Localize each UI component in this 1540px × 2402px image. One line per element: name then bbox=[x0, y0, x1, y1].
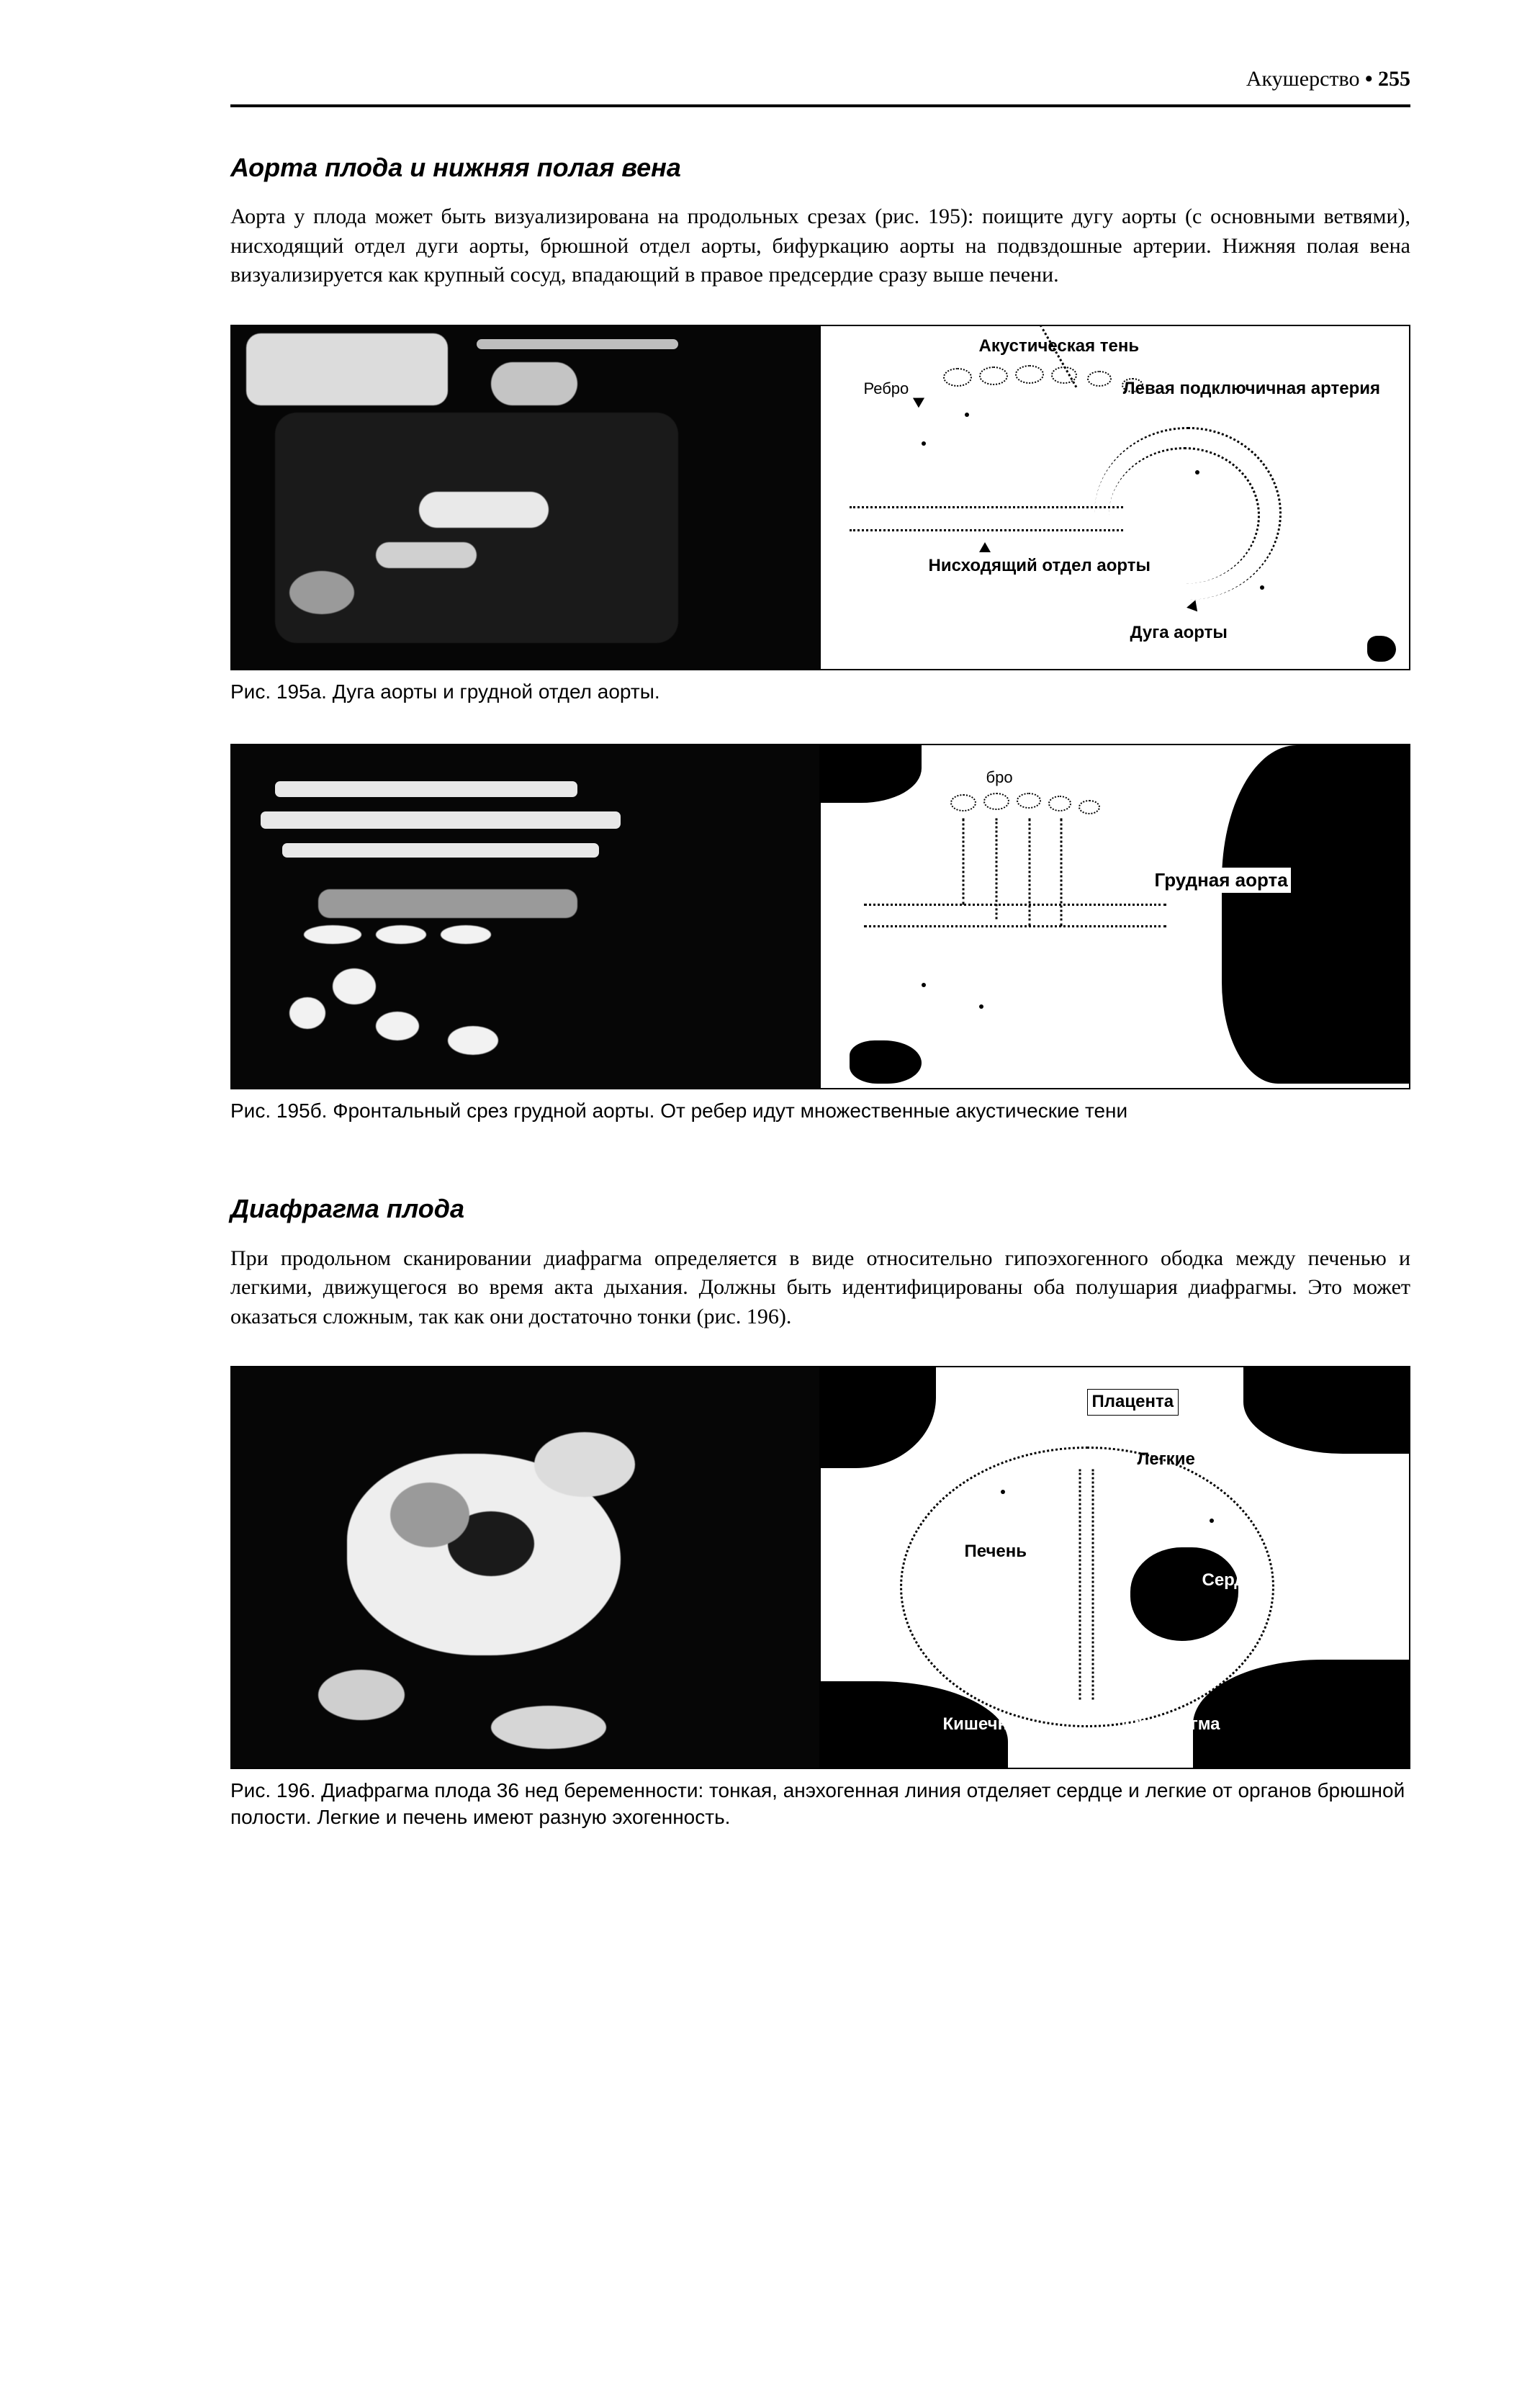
label-lungs: Легкие bbox=[1138, 1448, 1195, 1471]
header-section: Акушерство bbox=[1246, 67, 1360, 91]
figure-195b-diagram-panel: бро Грудная аорта bbox=[821, 745, 1410, 1088]
header-page-number: 255 bbox=[1378, 67, 1410, 91]
label-arch: Дуга аорты bbox=[1130, 621, 1228, 644]
figure-196-diagram-panel: Плацента Легкие Печень Сердце Кишечник Д… bbox=[821, 1367, 1410, 1768]
label-thoracic-aorta: Грудная аорта bbox=[1152, 868, 1291, 893]
label-descending: Нисходящий отдел аорты bbox=[929, 557, 1151, 575]
figure-195a: Акустическая тень Ребро Левая подключичн… bbox=[230, 325, 1410, 705]
section-1-title: Аорта плода и нижняя полая вена bbox=[230, 150, 1410, 186]
figure-195b-row: бро Грудная аорта bbox=[230, 744, 1410, 1089]
section-1-body: Аорта у плода может быть визуализирована… bbox=[230, 202, 1410, 290]
figure-195a-diagram-panel: Акустическая тень Ребро Левая подключичн… bbox=[821, 326, 1410, 669]
label-liver: Печень bbox=[965, 1540, 1027, 1563]
header-bullet: • bbox=[1365, 67, 1378, 91]
figure-196-caption: Рис. 196. Диафрагма плода 36 нед беремен… bbox=[230, 1778, 1410, 1830]
label-heart: Сердце bbox=[1202, 1569, 1266, 1592]
label-placenta: Плацента bbox=[1087, 1389, 1179, 1415]
label-left-subclavian: Левая подключичная артерия bbox=[1123, 379, 1380, 398]
figure-195b: бро Грудная аорта Рис. 195б. Фронтальный… bbox=[230, 744, 1410, 1124]
label-bowel: Кишечник bbox=[943, 1713, 1027, 1736]
figure-196-ultrasound-panel bbox=[232, 1367, 821, 1768]
figure-195b-caption: Рис. 195б. Фронтальный срез грудной аорт… bbox=[230, 1098, 1410, 1124]
figure-196: Плацента Легкие Печень Сердце Кишечник Д… bbox=[230, 1366, 1410, 1830]
label-diaphragm: Диафрагма bbox=[1123, 1713, 1220, 1736]
section-2-body: При продольном сканировании диафрагма оп… bbox=[230, 1244, 1410, 1332]
label-rib-short: бро bbox=[986, 767, 1013, 788]
figure-195a-caption: Рис. 195а. Дуга аорты и грудной отдел ао… bbox=[230, 679, 1410, 705]
figure-195a-row: Акустическая тень Ребро Левая подключичн… bbox=[230, 325, 1410, 670]
page-header: Акушерство • 255 bbox=[230, 65, 1410, 107]
figure-196-row: Плацента Легкие Печень Сердце Кишечник Д… bbox=[230, 1366, 1410, 1769]
figure-195a-ultrasound-panel bbox=[232, 326, 821, 669]
label-rib: Ребро bbox=[864, 378, 909, 400]
figure-195b-ultrasound-panel bbox=[232, 745, 821, 1088]
section-2-title: Диафрагма плода bbox=[230, 1192, 1410, 1227]
